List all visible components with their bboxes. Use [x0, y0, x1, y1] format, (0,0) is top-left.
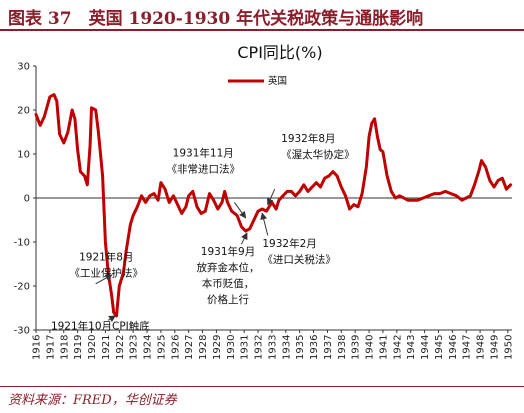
arrow-1921-oct: [107, 315, 116, 323]
x-tick-label: 1933: [267, 335, 278, 360]
annotation-1931-nov-line: 《非常进口法》: [166, 162, 240, 175]
x-tick-label: 1934: [281, 335, 292, 360]
y-tick-label: 10: [17, 150, 30, 161]
annotation-1931-sep-line: 价格上行: [207, 293, 249, 306]
x-tick-label: 1929: [212, 335, 223, 360]
x-tick-label: 1916: [32, 335, 43, 360]
x-tick-label: 1945: [434, 335, 445, 360]
x-tick-label: 1950: [503, 335, 514, 360]
x-tick-label: 1949: [489, 335, 500, 360]
x-tick-label: 1927: [184, 335, 195, 360]
x-tick-label: 1948: [476, 335, 487, 360]
arrow-1932-feb: [260, 212, 269, 236]
x-tick-label: 1931: [240, 335, 251, 360]
x-tick-label: 1947: [462, 335, 473, 360]
x-tick-label: 1936: [309, 335, 320, 360]
figure-title: 图表 37 英国 1920-1930 年代关税政策与通胀影响: [8, 9, 424, 29]
report-header: 图表 37 英国 1920-1930 年代关税政策与通胀影响: [0, 0, 524, 31]
footer-divider: [0, 386, 524, 387]
x-tick-label: 1923: [129, 335, 140, 360]
x-tick-label: 1940: [365, 335, 376, 360]
annotation-1932-aug-line: 1932年8月: [281, 132, 335, 145]
arrow-1931-nov: [234, 202, 247, 219]
x-tick-label: 1944: [420, 335, 431, 360]
y-tick-label: -30: [14, 326, 30, 337]
x-tick-label: 1924: [143, 335, 154, 360]
x-tick-label: 1918: [59, 335, 70, 360]
x-tick-label: 1921: [101, 335, 112, 360]
arrow-1932-aug: [267, 188, 276, 206]
annotation-1931-sep-line: 放弃金本位，: [197, 261, 260, 274]
annotation-1932-feb-line: 《进口关税法》: [262, 253, 336, 266]
x-tick-label: 1938: [337, 335, 348, 360]
x-tick-label: 1919: [73, 335, 84, 360]
x-tick-label: 1928: [198, 335, 209, 360]
annotation-1921-aug-line: 《工业保护法》: [70, 266, 144, 279]
x-tick-label: 1922: [115, 335, 126, 360]
x-tick-label: 1937: [323, 335, 334, 360]
series-line-uk: [34, 93, 513, 318]
header-divider: [0, 29, 524, 31]
arrow-1931-sep: [240, 232, 248, 245]
x-tick-label: 1943: [406, 335, 417, 360]
x-tick-label: 1946: [448, 335, 459, 360]
annotation-1932-aug-line: 《渥太华协定》: [281, 148, 355, 161]
y-tick-label: -10: [14, 238, 30, 249]
x-tick-label: 1942: [392, 335, 403, 360]
annotation-1921-aug-line: 1921年8月: [79, 250, 133, 263]
annotation-1932-feb-line: 1932年2月: [262, 237, 316, 250]
source-note: 资料来源：FRED，华创证券: [8, 393, 177, 408]
arrow-1921-aug: [95, 274, 113, 285]
y-tick-label: 0: [24, 194, 30, 205]
x-tick-label: 1932: [254, 335, 265, 360]
x-tick-label: 1941: [378, 335, 389, 360]
annotation-1931-nov-line: 1931年11月: [173, 146, 234, 159]
y-tick-label: -20: [14, 282, 30, 293]
annotation-1931-sep-line: 1931年9月: [201, 245, 255, 258]
x-tick-label: 1939: [351, 335, 362, 360]
x-tick-label: 1917: [45, 335, 56, 360]
chart-title: CPI同比(%): [237, 43, 322, 62]
y-tick-label: 30: [17, 62, 30, 73]
annotation-1931-sep-line: 本币贬值，: [202, 277, 255, 290]
x-tick-label: 1925: [156, 335, 167, 360]
x-tick-label: 1930: [226, 335, 237, 360]
x-tick-label: 1920: [87, 335, 98, 360]
legend-label-uk: 英国: [268, 75, 287, 87]
y-tick-label: 20: [17, 106, 30, 117]
x-tick-label: 1926: [170, 335, 181, 360]
annotation-1921-oct-line: 1921年10月CPI触底: [51, 319, 150, 332]
x-tick-label: 1935: [295, 335, 306, 360]
